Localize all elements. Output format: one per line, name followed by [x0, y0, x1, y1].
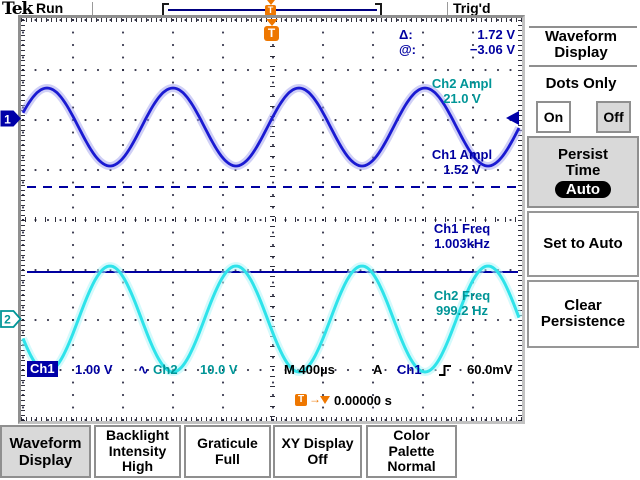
waveform-display-area: T Δ: 1.72 V @: −3.06 V Ch2 Ampl 21.0 V Ch1… — [18, 15, 525, 424]
topbar-separator — [447, 2, 448, 15]
tek-logo: Tek — [2, 0, 33, 19]
trigger-time-value: 0.00000 s — [334, 393, 392, 408]
trigger-state: Trig'd — [453, 0, 491, 16]
ch1-waveform — [21, 86, 521, 168]
persist-time-value-badge: Auto — [554, 180, 612, 198]
measurement-ch2-frequency: Ch2 Freq 999.2 Hz — [433, 288, 491, 318]
trigger-mode: A — [373, 362, 383, 377]
record-view-trigger-marker-icon: T — [265, 0, 277, 16]
trigger-position-arrow-icon — [266, 19, 278, 26]
bottom-menu-backlight-intensity[interactable]: Backlight Intensity High — [94, 425, 181, 478]
cursor-at-value: −3.06 V — [469, 42, 515, 57]
ch1-ground-marker: 1 — [0, 110, 21, 127]
graticule-left-ticks — [21, 18, 25, 421]
measurement-ch2-amplitude: Ch2 Ampl 21.0 V — [431, 76, 493, 106]
set-to-auto-button[interactable]: Set to Auto — [527, 211, 639, 277]
ch2-waveform — [21, 264, 521, 374]
bottom-menu-xy-display[interactable]: XY Display Off — [273, 425, 362, 478]
cursor-delta-value: 1.72 V — [477, 27, 515, 42]
persist-time-button[interactable]: Persist Time Auto — [527, 136, 639, 208]
clear-persistence-button[interactable]: Clear Persistence — [527, 280, 639, 348]
ch1-coupling-icon: ∿ — [138, 362, 149, 377]
ch2-label: Ch2 — [153, 362, 178, 377]
graticule-center-vertical-axis — [270, 22, 275, 417]
graticule-bottom-ticks — [21, 417, 522, 421]
trigger-marker-arrow-icon — [267, 0, 275, 5]
cursor-readout: Δ: 1.72 V @: −3.06 V — [399, 27, 515, 57]
ch1-scale-value: 1.00 V — [75, 362, 113, 377]
trigger-triangle-icon — [320, 396, 330, 404]
waveform-canvas — [21, 83, 522, 377]
topbar-separator — [92, 2, 93, 15]
measurement-ch1-frequency: Ch1 Freq 1.003kHz — [433, 221, 491, 251]
measurement-ch1-amplitude: Ch1 Ampl 1.52 V — [431, 147, 493, 177]
timebase-readout: M 400µs — [284, 362, 335, 377]
dots-only-on-button[interactable]: On — [536, 101, 571, 133]
trigger-arrow-icon: → — [309, 392, 321, 406]
trigger-level-arrow-icon — [506, 111, 519, 125]
side-menu-divider — [529, 26, 637, 28]
ch2-waveform-glow — [21, 262, 522, 377]
side-menu-divider — [529, 65, 637, 67]
trigger-level-value: 60.0mV — [467, 362, 513, 377]
dots-only-label: Dots Only — [545, 75, 617, 92]
rising-edge-icon — [439, 365, 451, 376]
svg-text:2: 2 — [4, 313, 11, 327]
bottom-menu-color-palette[interactable]: Color Palette Normal — [366, 425, 457, 478]
cursor-delta-label: Δ: — [399, 27, 413, 42]
ch2-scale-value: 10.0 V — [200, 362, 238, 377]
bottom-menu-graticule[interactable]: Graticule Full — [184, 425, 271, 478]
dots-only-off-button[interactable]: Off — [596, 101, 631, 133]
side-menu-title: Waveform Display — [545, 28, 617, 61]
bottom-menu-waveform-display[interactable]: Waveform Display — [0, 425, 91, 478]
trigger-time-icon: T — [295, 394, 307, 406]
trigger-source: Ch1 — [397, 362, 422, 377]
cursor-at-label: @: — [399, 42, 417, 57]
trigger-position-flag: T — [264, 19, 280, 41]
ch1-scale-badge: Ch1 — [27, 361, 58, 377]
svg-text:1: 1 — [4, 113, 11, 127]
ch2-ground-marker: 2 — [0, 310, 22, 328]
acquisition-state: Run — [36, 0, 64, 16]
graticule-right-ticks — [518, 18, 522, 421]
